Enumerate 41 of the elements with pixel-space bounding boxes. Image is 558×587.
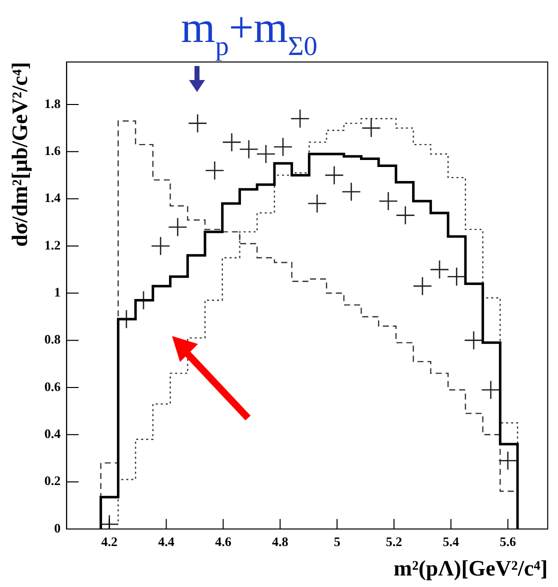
- point: [464, 330, 484, 350]
- point: [222, 132, 242, 152]
- y-tick-label: 0.2: [44, 473, 61, 488]
- point: [362, 118, 381, 138]
- x-tick-label: 5: [334, 534, 341, 550]
- point: [239, 140, 258, 159]
- point: [188, 114, 208, 133]
- point: [290, 108, 310, 128]
- point: [150, 236, 170, 256]
- x-tick-label: 4.4: [158, 534, 175, 550]
- y-tick-label: 1.2: [44, 237, 61, 252]
- point: [342, 182, 361, 202]
- x-tick-label: 5.2: [386, 534, 402, 550]
- x-tick-label: 4.8: [272, 534, 289, 550]
- x-tick-label: 4.6: [215, 534, 232, 550]
- y-tick-label: 1.6: [44, 142, 62, 158]
- point: [307, 194, 327, 214]
- x-tick-label: 5.4: [442, 534, 460, 550]
- y-tick-label: 0.4: [44, 426, 62, 442]
- x-axis-title: m²(pΛ)[GeV²/c⁴]: [394, 555, 548, 580]
- y-tick-label: 1: [54, 284, 61, 300]
- point: [273, 137, 293, 157]
- point: [396, 206, 416, 225]
- point: [256, 144, 276, 164]
- point: [430, 260, 450, 280]
- point: [205, 160, 224, 180]
- x-tick-label: 4.2: [101, 534, 118, 550]
- y-tick-label: 0: [54, 520, 61, 536]
- point: [324, 166, 344, 185]
- point: [378, 192, 398, 211]
- x-tick-label: 5.6: [500, 534, 516, 550]
- y-tick-label: 0.6: [44, 378, 62, 394]
- point: [168, 217, 188, 237]
- y-tick-label: 1.4: [44, 190, 62, 206]
- point: [446, 266, 466, 286]
- y-tick-label: 1.8: [44, 96, 62, 111]
- y-axis-title: dσ/dm²[μb/GeV²/c⁴]: [6, 62, 32, 247]
- y-tick-label: 0.8: [44, 332, 62, 347]
- point: [498, 450, 518, 470]
- point: [412, 276, 432, 296]
- point: [481, 380, 500, 400]
